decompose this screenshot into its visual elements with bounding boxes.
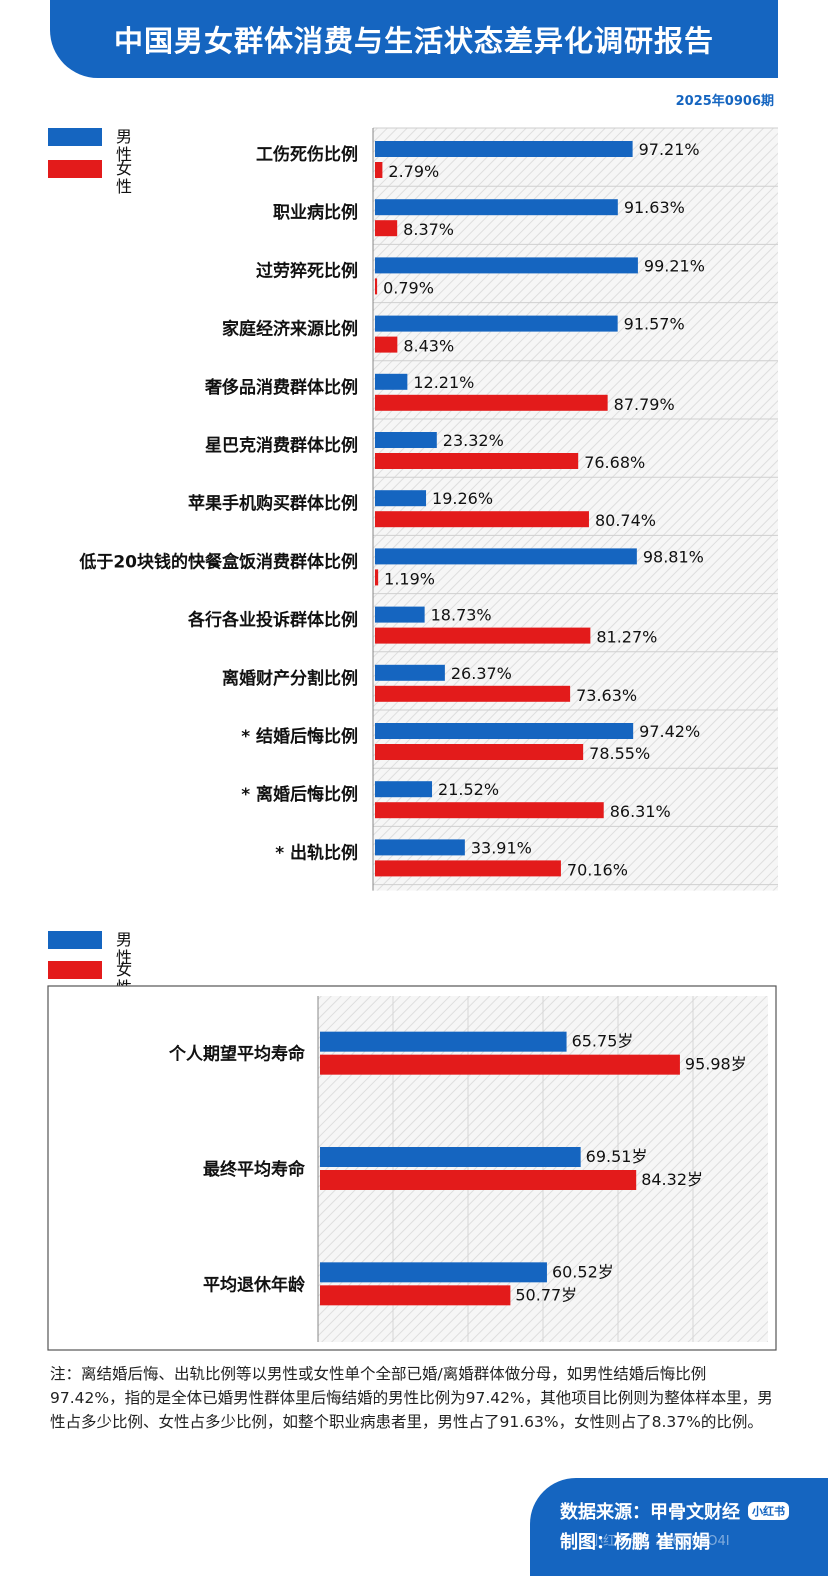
bar-female [375,220,398,237]
value-label-male: 97.42% [639,722,700,741]
legend-male-label: 男性 [116,930,133,967]
bar-male [375,199,618,216]
credits-banner: 数据来源：甲骨文财经 制图：杨鹏 崔丽娟 小红书 [530,1478,828,1576]
xiaohongshu-badge: 小红书 [748,1502,789,1520]
bar-male [320,1031,567,1052]
legend-female-swatch [48,961,102,979]
bar-female [320,1285,511,1306]
value-label-female: 8.37% [403,220,454,239]
bar-female [375,744,584,760]
category-label: 低于20块钱的快餐盒饭消费群体比例 [78,551,358,572]
value-label-male: 69.51岁 [586,1147,648,1166]
bar-male [375,315,618,332]
value-label-female: 95.98岁 [685,1055,747,1074]
value-label-female: 50.77岁 [515,1285,577,1304]
value-label-male: 60.52岁 [552,1262,614,1281]
value-label-female: 87.79% [614,395,675,414]
value-label-female: 73.63% [576,686,637,705]
bar-male [375,373,408,390]
issue-number: 2025年0906期 [675,94,774,109]
bar-male [375,141,633,157]
value-label-male: 23.32% [443,431,504,450]
bar-female [375,569,379,586]
value-label-female: 78.55% [589,744,650,763]
bar-female [320,1170,637,1190]
category-label: * 结婚后悔比例 [241,726,358,747]
bar-male [375,781,433,798]
bar-male [320,1262,547,1283]
bar-male [375,664,445,681]
legend-female-swatch [48,160,102,178]
legend-male-swatch [48,128,102,146]
bar-female [375,162,383,178]
bar-female [375,336,398,353]
bar-male [375,548,637,565]
legend-female-label: 女性 [116,159,133,196]
value-label-female: 86.31% [610,802,671,821]
bar-female [375,278,378,295]
value-label-female: 80.74% [595,511,656,530]
value-label-female: 70.16% [567,860,628,879]
category-label: 个人期望平均寿命 [168,1044,306,1065]
value-label-male: 18.73% [431,606,492,625]
value-label-female: 81.27% [596,628,657,647]
category-label: 工伤死伤比例 [256,144,358,165]
category-label: * 离婚后悔比例 [241,784,358,805]
bar-female [375,394,608,411]
bar-male [375,490,427,507]
bar-female [375,802,604,819]
title-banner: 中国男女群体消费与生活状态差异化调研报告 [50,0,778,78]
legend-male-label: 男性 [116,127,133,164]
value-label-male: 91.57% [624,315,685,334]
bar-male [375,839,465,856]
value-label-male: 21.52% [438,780,499,799]
category-label: 各行各业投诉群体比例 [187,610,358,631]
report-title: 中国男女群体消费与生活状态差异化调研报告 [113,24,714,58]
bar-male [375,257,638,274]
category-label: 奢侈品消费群体比例 [204,377,358,398]
bar-female [320,1054,680,1075]
category-label: 家庭经济来源比例 [222,319,358,340]
bar-female [375,627,591,644]
footnote: 注：离结婚后悔、出轨比例等以男性或女性单个全部已婚/离婚群体做分母，如男性结婚后… [50,1365,773,1431]
value-label-male: 26.37% [451,664,512,683]
bar-female [375,453,579,469]
value-label-male: 65.75岁 [572,1032,634,1051]
value-label-male: 19.26% [432,489,493,508]
plot-background [373,128,778,891]
value-label-male: 91.63% [624,198,685,217]
bar-male [320,1147,581,1167]
category-label: * 出轨比例 [275,842,358,863]
category-label: 星巴克消费群体比例 [205,435,358,456]
value-label-male: 97.21% [639,140,700,159]
category-label: 最终平均寿命 [203,1159,306,1180]
data-source: 数据来源：甲骨文财经 [560,1502,740,1523]
bar-female [375,685,571,702]
category-label: 离婚财产分割比例 [222,668,358,689]
watermark: 小红书号：2B6Q98O4I [590,1534,730,1549]
bar-female [375,860,561,877]
value-label-female: 8.43% [403,337,454,356]
category-label: 职业病比例 [273,202,358,223]
category-label: 过劳猝死比例 [256,260,358,281]
value-label-female: 76.68% [584,453,645,472]
value-label-male: 98.81% [643,547,704,566]
legend-male-swatch [48,931,102,949]
value-label-female: 1.19% [384,569,435,588]
value-label-female: 2.79% [388,162,439,181]
value-label-female: 84.32岁 [641,1170,703,1189]
value-label-male: 99.21% [644,256,705,275]
bar-male [375,606,425,623]
category-label: 苹果手机购买群体比例 [188,493,358,514]
category-label: 平均退休年龄 [203,1274,306,1295]
bar-male [375,723,634,739]
bar-male [375,432,437,448]
bar-female [375,511,589,528]
value-label-male: 33.91% [471,838,532,857]
value-label-female: 0.79% [383,278,434,297]
chart-producer: 制图：杨鹏 崔丽娟 [560,1532,711,1553]
value-label-male: 12.21% [413,373,474,392]
